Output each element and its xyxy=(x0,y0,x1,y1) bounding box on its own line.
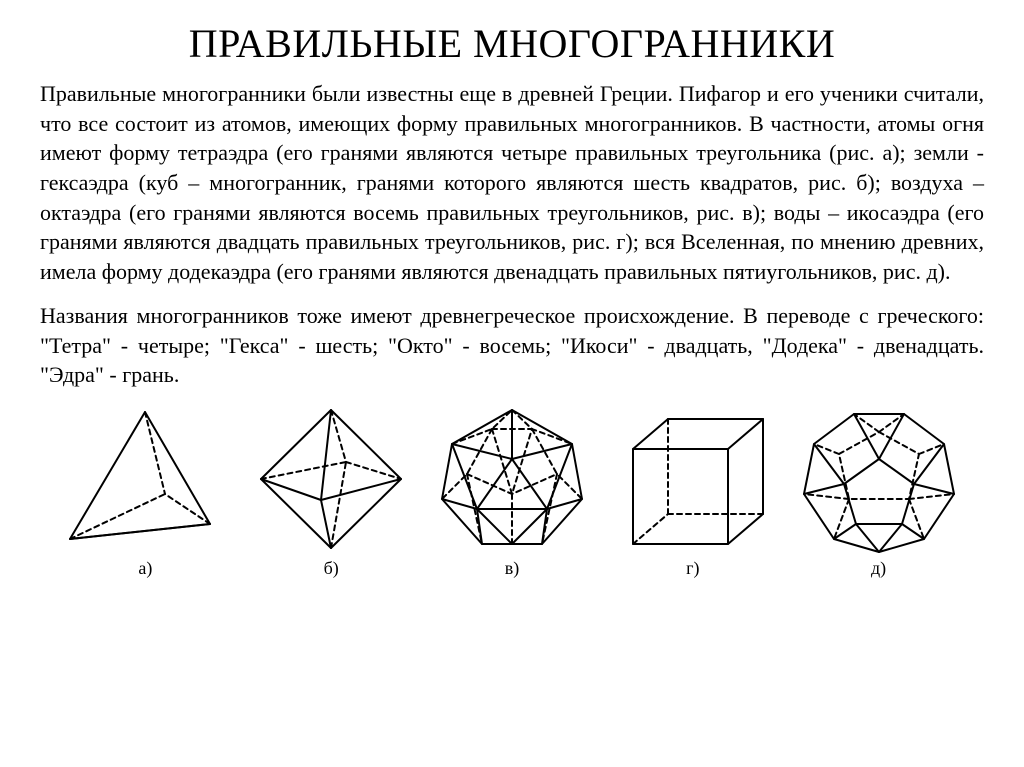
figure-icosahedron: в) xyxy=(432,404,592,579)
paragraph-1: Правильные многогранники были известны е… xyxy=(40,79,984,287)
figure-cube: г) xyxy=(613,404,773,579)
paragraph-2: Названия многогранников тоже имеют древн… xyxy=(40,301,984,390)
tetrahedron-icon xyxy=(60,404,230,554)
figure-label-d: д) xyxy=(871,558,886,579)
page-title: ПРАВИЛЬНЫЕ МНОГОГРАННИКИ xyxy=(40,20,984,67)
figure-label-g: г) xyxy=(686,558,699,579)
figure-label-b: б) xyxy=(324,558,339,579)
cube-icon xyxy=(613,404,773,554)
figure-tetrahedron: а) xyxy=(60,404,230,579)
figure-label-v: в) xyxy=(505,558,520,579)
dodecahedron-icon xyxy=(794,404,964,554)
figures-row: а) б) xyxy=(40,404,984,579)
icosahedron-icon xyxy=(432,404,592,554)
figure-dodecahedron: д) xyxy=(794,404,964,579)
figure-label-a: а) xyxy=(138,558,152,579)
figure-octahedron: б) xyxy=(251,404,411,579)
octahedron-icon xyxy=(251,404,411,554)
